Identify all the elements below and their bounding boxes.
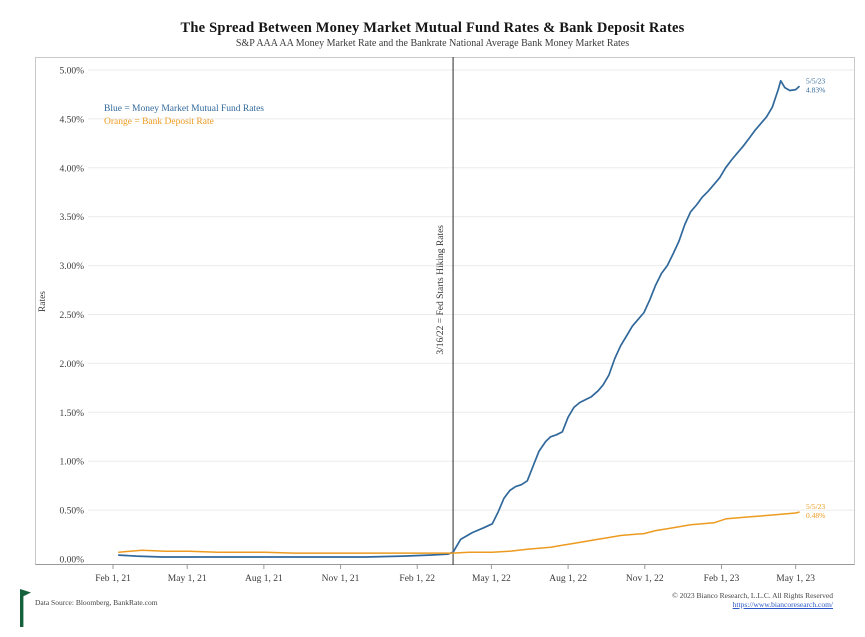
green-flag-icon	[20, 589, 31, 627]
chart-title: The Spread Between Money Market Mutual F…	[180, 20, 685, 36]
fed-hike-annotation: 3/16/22 = Fed Starts Hiking Rates	[436, 225, 446, 355]
x-tick-label: May 1, 23	[776, 574, 815, 584]
y-tick-label: 1.00%	[59, 458, 84, 468]
x-tick-label: Nov 1, 22	[626, 574, 664, 584]
bianco-research-link[interactable]: https://www.biancoresearch.com/	[732, 600, 833, 609]
y-tick-label: 1.50%	[59, 409, 84, 419]
y-tick-label: 3.50%	[59, 213, 84, 223]
y-tick-label: 5.00%	[59, 67, 84, 77]
mmf-rate-line	[117, 79, 800, 558]
x-tick-label: Feb 1, 21	[95, 574, 131, 584]
x-tick-label: Feb 1, 22	[399, 574, 435, 584]
x-tick-label: Nov 1, 21	[322, 574, 360, 584]
footer-link-line: https://www.biancoresearch.com/	[733, 600, 833, 609]
flag-banner	[20, 589, 31, 598]
x-tick-label: May 1, 21	[168, 574, 207, 584]
x-tick-label: Feb 1, 23	[704, 574, 740, 584]
copyright-note: © 2023 Bianco Research, L.L.C. All Right…	[672, 591, 833, 600]
y-tick-label: 2.00%	[59, 360, 84, 370]
y-tick-label: 4.00%	[59, 164, 84, 174]
y-tick-label: 4.50%	[59, 115, 84, 125]
flag-pole	[20, 591, 24, 627]
y-tick-label: 0.50%	[59, 507, 84, 517]
series-end-value-label: 4.83%	[806, 86, 825, 95]
series-end-date-label: 5/5/23	[806, 502, 825, 511]
x-tick-label: Aug 1, 22	[549, 574, 587, 584]
y-tick-label: 2.50%	[59, 311, 84, 321]
y-tick-label: 0.00%	[59, 556, 84, 566]
plot-frame	[35, 57, 855, 565]
y-tick-label: 3.00%	[59, 262, 84, 272]
series-end-date-label: 5/5/23	[806, 77, 825, 86]
data-source-note: Data Source: Bloomberg, BankRate.com	[35, 598, 158, 607]
x-tick-label: May 1, 22	[472, 574, 511, 584]
x-tick-label: Aug 1, 21	[245, 574, 283, 584]
legend-entry-mmf: Blue = Money Market Mutual Fund Rates	[104, 104, 264, 114]
legend-entry-bank-deposit: Orange = Bank Deposit Rate	[104, 117, 214, 127]
series-end-value-label: 0.48%	[806, 511, 825, 520]
y-axis-title: Rates	[38, 291, 48, 313]
bank-deposit-rate-line	[118, 511, 800, 554]
chart-subtitle: S&P AAA AA Money Market Rate and the Ban…	[235, 38, 630, 49]
